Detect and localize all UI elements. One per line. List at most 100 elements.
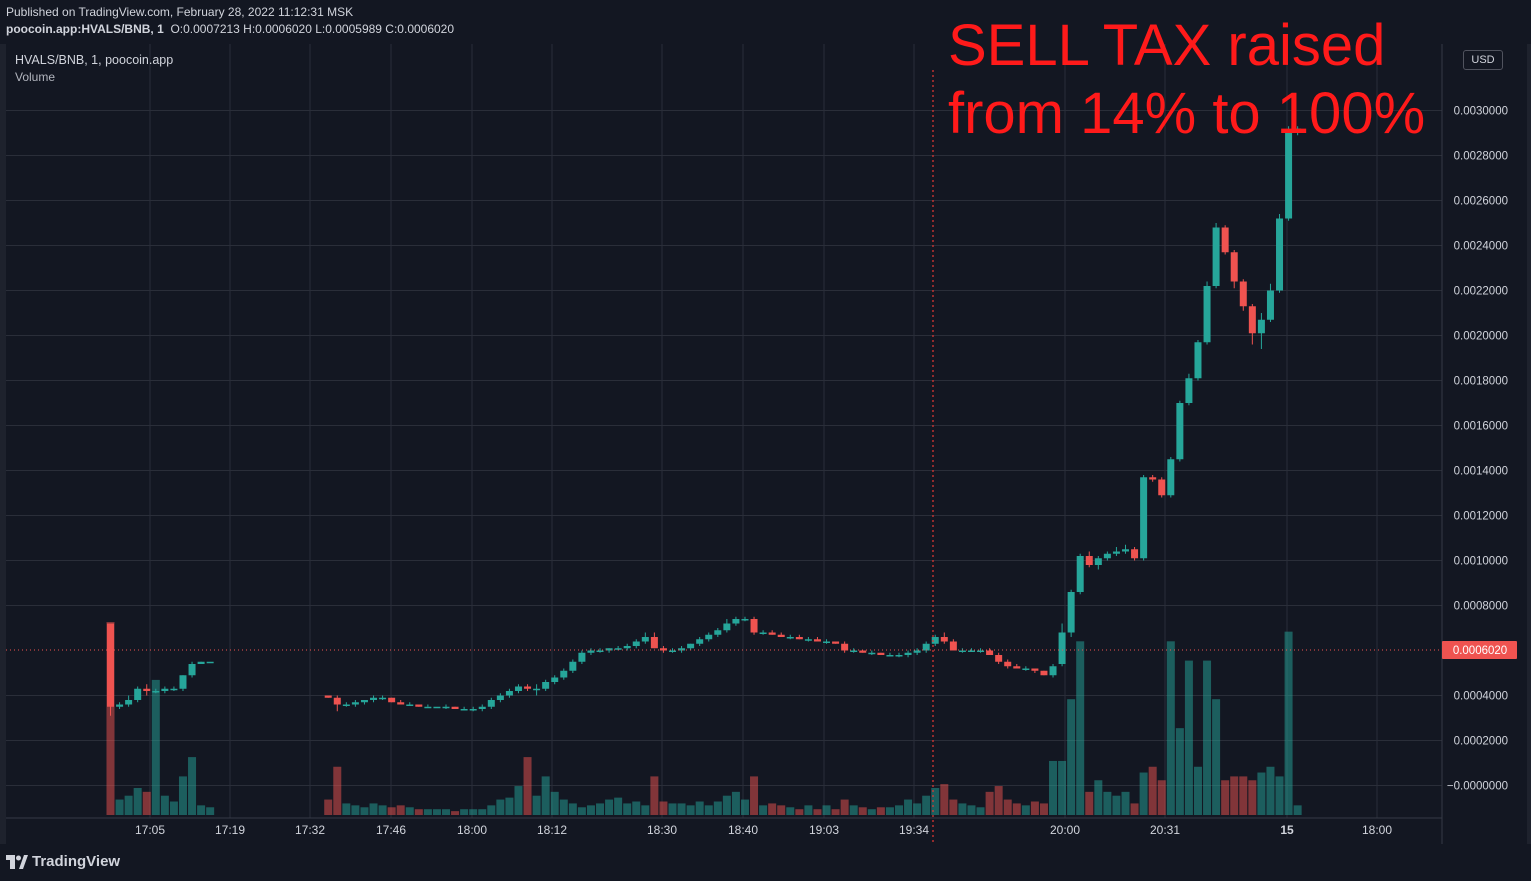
volume-bar bbox=[632, 801, 641, 815]
volume-bar bbox=[740, 799, 749, 815]
candle-body bbox=[1076, 556, 1084, 592]
candle-body bbox=[732, 619, 740, 624]
volume-bar bbox=[1067, 699, 1076, 815]
volume-bar bbox=[342, 803, 351, 815]
volume-bar bbox=[623, 803, 632, 815]
candle-body bbox=[678, 648, 686, 651]
candle-body bbox=[1112, 551, 1120, 554]
volume-bar bbox=[659, 801, 668, 815]
volume-bar bbox=[949, 799, 958, 815]
volume-bar bbox=[822, 805, 831, 815]
volume-bar bbox=[1293, 805, 1302, 815]
volume-bar bbox=[750, 776, 759, 815]
volume-bar bbox=[994, 786, 1003, 815]
y-tick-label: 0.0020000 bbox=[1454, 331, 1508, 343]
volume-bar bbox=[940, 784, 949, 815]
candle-body bbox=[397, 702, 405, 705]
candle-body bbox=[1131, 549, 1139, 559]
candle-body bbox=[895, 655, 903, 657]
volume-bar bbox=[686, 805, 695, 815]
x-tick-label: 18:30 bbox=[647, 823, 677, 837]
volume-bar bbox=[677, 803, 686, 815]
candle-body bbox=[388, 697, 396, 703]
candle-body bbox=[922, 643, 930, 651]
x-tick-label: 17:19 bbox=[215, 823, 245, 837]
volume-bar bbox=[160, 795, 169, 815]
volume-bar bbox=[722, 795, 731, 815]
candle-body bbox=[179, 675, 187, 689]
candle-body bbox=[478, 706, 486, 709]
volume-legend: Volume bbox=[15, 70, 56, 84]
volume-bar bbox=[1257, 772, 1266, 815]
last-price-label: 0.0006020 bbox=[1453, 645, 1507, 657]
currency-button[interactable]: USD bbox=[1463, 50, 1503, 70]
candle-body bbox=[487, 700, 495, 707]
candle-body bbox=[197, 661, 205, 664]
candle-body bbox=[415, 704, 423, 707]
candle-body bbox=[1004, 661, 1012, 667]
candle-body bbox=[650, 637, 658, 649]
y-tick-label: 0.0018000 bbox=[1454, 376, 1508, 388]
candle-body bbox=[524, 686, 532, 689]
volume-bar bbox=[514, 786, 523, 815]
symbol-legend: HVALS/BNB, 1, poocoin.app bbox=[15, 53, 174, 67]
y-tick-label: 0.0008000 bbox=[1454, 601, 1508, 613]
x-tick-label: 17:32 bbox=[295, 823, 325, 837]
candle-body bbox=[1203, 286, 1211, 343]
candle-body bbox=[514, 686, 522, 691]
volume-bar bbox=[976, 807, 985, 815]
volume-bar bbox=[360, 807, 369, 815]
candle-body bbox=[632, 641, 640, 646]
y-tick-label: 0.0014000 bbox=[1454, 466, 1508, 478]
candle-body bbox=[1266, 290, 1274, 320]
candle-body bbox=[850, 650, 858, 652]
candle-body bbox=[451, 706, 459, 709]
candle-body bbox=[188, 664, 196, 676]
volume-bar bbox=[523, 757, 532, 815]
volume-bar bbox=[178, 776, 187, 815]
volume-bar bbox=[922, 795, 931, 815]
tradingview-brand: TradingView bbox=[32, 853, 121, 870]
candle-body bbox=[551, 677, 559, 682]
x-tick-label: 18:40 bbox=[728, 823, 758, 837]
volume-bar bbox=[1049, 760, 1058, 815]
y-tick-label: 0.0002000 bbox=[1454, 736, 1508, 748]
candle-body bbox=[750, 619, 758, 633]
x-tick-label: 19:03 bbox=[809, 823, 839, 837]
candle-body bbox=[958, 650, 966, 652]
volume-bar bbox=[106, 622, 115, 815]
candle-body bbox=[777, 634, 785, 637]
volume-bar bbox=[142, 791, 151, 815]
volume-bar bbox=[931, 787, 940, 815]
volume-bar bbox=[885, 807, 894, 815]
candle-body bbox=[1176, 403, 1184, 460]
volume-bar bbox=[396, 805, 405, 815]
candle-body bbox=[696, 639, 704, 644]
candle-body bbox=[569, 661, 577, 671]
candle-body bbox=[813, 639, 821, 642]
candle-body bbox=[206, 661, 214, 664]
chart-area[interactable] bbox=[6, 44, 1527, 844]
candle-body bbox=[723, 623, 731, 631]
volume-bar bbox=[1175, 728, 1184, 815]
tradingview-logo[interactable]: TradingView bbox=[6, 853, 120, 870]
candle-body bbox=[641, 637, 649, 642]
candle-body bbox=[351, 702, 359, 705]
volume-bar bbox=[1203, 660, 1212, 815]
x-tick-label: 19:34 bbox=[899, 823, 929, 837]
candle-body bbox=[1140, 477, 1148, 559]
y-tick-label: 0.0022000 bbox=[1454, 286, 1508, 298]
volume-bar bbox=[913, 803, 922, 815]
annotation-line-1: SELL TAX raised bbox=[948, 13, 1386, 78]
candle-body bbox=[886, 655, 894, 657]
volume-bar bbox=[378, 805, 387, 815]
volume-bar bbox=[650, 776, 659, 815]
volume-bar bbox=[1148, 766, 1157, 815]
volume-bar bbox=[840, 799, 849, 815]
volume-bar bbox=[641, 805, 650, 815]
volume-bar bbox=[1094, 780, 1103, 815]
y-tick-label: 0.0030000 bbox=[1454, 106, 1508, 118]
volume-bar bbox=[795, 809, 804, 815]
y-tick-label: 0.0004000 bbox=[1454, 691, 1508, 703]
